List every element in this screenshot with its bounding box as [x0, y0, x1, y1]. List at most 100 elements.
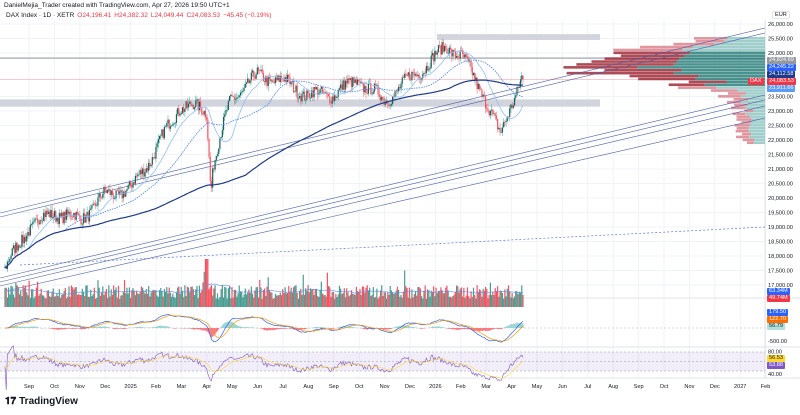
macd-histogram-bar: [207, 328, 209, 333]
macd-histogram-bar: [120, 328, 122, 329]
macd-histogram-bar: [381, 328, 383, 330]
candle-body: [62, 212, 64, 224]
volume-bar: [245, 294, 248, 307]
candle-body: [389, 105, 391, 107]
tradingview-logo[interactable]: 𝟏𝟕 TradingView: [5, 396, 78, 407]
macd-histogram-bar: [484, 328, 487, 331]
candle-body: [43, 212, 45, 221]
candle-body: [219, 138, 221, 149]
volume-bar: [446, 285, 448, 307]
volume-profile-down-bar: [734, 124, 750, 127]
candle-body: [447, 53, 449, 54]
volume-profile-down-bar: [673, 42, 715, 46]
volume-profile-down-bar: [629, 74, 699, 78]
volume-bar: [383, 292, 385, 307]
macd-histogram-bar: [81, 328, 83, 330]
volume-bar: [440, 287, 442, 307]
candle-body: [164, 126, 167, 128]
candle-body: [487, 108, 489, 112]
symbol-name[interactable]: DAX Index · 1D · XETR: [6, 12, 75, 19]
time-tick-label: Sep: [24, 384, 34, 390]
candle-body: [180, 113, 182, 114]
volume-bar: [411, 289, 413, 307]
time-tick-label: Oct: [355, 384, 364, 390]
volume-bar: [422, 298, 424, 307]
macd-histogram-bar: [53, 328, 56, 329]
candle-body: [462, 50, 464, 55]
macd-histogram-bar: [303, 328, 306, 330]
volume-bar: [154, 290, 156, 307]
candle-body: [35, 218, 37, 220]
macd-histogram-bar: [436, 326, 438, 328]
candle-body: [32, 222, 34, 224]
macd-histogram-bar: [507, 325, 510, 328]
price-tick-label: 22,000.00: [768, 138, 793, 144]
macd-histogram-bar: [268, 328, 271, 331]
volume-profile-down-bar: [736, 135, 749, 139]
candle-body: [193, 107, 196, 110]
macd-histogram-bar: [501, 328, 504, 329]
volume-bar: [292, 287, 295, 307]
macd-histogram-bar: [382, 328, 384, 330]
volume-bar: [192, 289, 194, 307]
volume-bar: [399, 296, 401, 307]
volume-bar: [109, 296, 111, 307]
macd-histogram-bar: [74, 328, 76, 329]
macd-histogram-bar: [315, 326, 318, 328]
candle-body: [17, 245, 19, 251]
macd-histogram-bar: [505, 326, 507, 328]
volume-bar: [90, 289, 92, 307]
candle-body: [422, 74, 424, 79]
volume-bar: [94, 298, 97, 307]
volume-bar: [215, 298, 217, 307]
candle-body: [343, 80, 345, 90]
macd-histogram-bar: [469, 328, 471, 330]
candle-body: [319, 88, 321, 93]
macd-histogram-bar: [69, 328, 71, 329]
candle-body: [49, 211, 51, 218]
volume-bar: [318, 296, 320, 307]
macd-histogram-bar: [475, 328, 477, 331]
chart-canvas[interactable]: Sep Oct Nov Dec 2025 Feb Mar Apr May Jun Jul Aug Sep…: [0, 0, 800, 395]
candle-body: [175, 114, 178, 123]
candle-body: [488, 111, 490, 116]
volume-bar: [251, 293, 254, 307]
candle-body: [172, 124, 174, 126]
volume-bar: [237, 293, 239, 307]
macd-histogram-bar: [464, 328, 466, 330]
volume-bar: [405, 286, 407, 307]
volume-bar: [18, 294, 21, 307]
currency-label[interactable]: EUR: [772, 11, 790, 19]
candle-body: [486, 108, 488, 109]
macd-histogram-bar: [305, 328, 307, 330]
volume-profile-down-bar: [638, 77, 696, 81]
volume-bar: [116, 297, 118, 307]
macd-line: [4, 313, 524, 343]
candle-body: [216, 154, 219, 156]
candle-body: [38, 222, 40, 225]
candle-body: [510, 104, 512, 109]
volume-bar: [161, 291, 163, 307]
volume-ma-line: [4, 283, 524, 295]
time-tick-label: Feb: [151, 384, 161, 390]
volume-profile-up-bar: [749, 124, 765, 127]
volume-bar: [70, 285, 73, 307]
macd-histogram-bar: [262, 328, 264, 330]
time-tick-label: Mar: [481, 384, 491, 390]
volume-bar: [428, 290, 430, 307]
price-tick-label: 20,500.00: [768, 182, 793, 188]
volume-profile-down-bar: [576, 63, 674, 66]
candle-body: [439, 45, 441, 46]
time-tick-label: Nov: [684, 384, 694, 390]
macd-histogram-bar: [142, 326, 144, 328]
volume-bar: [157, 296, 159, 307]
volume-bar: [235, 289, 237, 307]
macd-histogram: [5, 321, 524, 338]
volume-profile-up-bar: [740, 100, 765, 104]
candle-body: [47, 211, 50, 214]
volume-bar: [501, 292, 504, 307]
volume-bar: [418, 287, 420, 307]
macd-histogram-bar: [401, 325, 403, 328]
macd-histogram-bar: [291, 328, 293, 329]
candle-body: [373, 83, 376, 92]
